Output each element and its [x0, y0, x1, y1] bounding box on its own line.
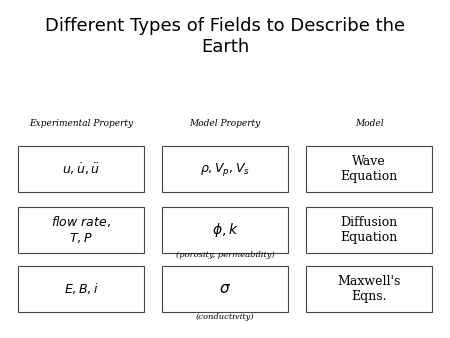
FancyBboxPatch shape: [162, 146, 288, 192]
Text: (porosity, permeability): (porosity, permeability): [176, 251, 274, 259]
FancyBboxPatch shape: [306, 207, 432, 253]
Text: $\sigma$: $\sigma$: [219, 282, 231, 296]
Text: Maxwell's
Eqns.: Maxwell's Eqns.: [338, 275, 400, 303]
Text: Wave
Equation: Wave Equation: [340, 155, 398, 183]
Text: $\mathit{flow\ rate,}$
$\mathit{T, P}$: $\mathit{flow\ rate,}$ $\mathit{T, P}$: [51, 214, 111, 245]
Text: Model: Model: [355, 119, 383, 128]
Text: $\rho, V_p, V_s$: $\rho, V_p, V_s$: [200, 161, 250, 177]
Text: $\phi, k$: $\phi, k$: [212, 221, 239, 239]
Text: (conductivity): (conductivity): [196, 313, 254, 321]
FancyBboxPatch shape: [306, 146, 432, 192]
Text: Different Types of Fields to Describe the
Earth: Different Types of Fields to Describe th…: [45, 17, 405, 56]
Text: Diffusion
Equation: Diffusion Equation: [340, 216, 398, 244]
FancyBboxPatch shape: [18, 207, 144, 253]
FancyBboxPatch shape: [18, 266, 144, 312]
Text: Experimental Property: Experimental Property: [29, 119, 133, 128]
FancyBboxPatch shape: [306, 266, 432, 312]
FancyBboxPatch shape: [162, 266, 288, 312]
FancyBboxPatch shape: [18, 146, 144, 192]
FancyBboxPatch shape: [162, 207, 288, 253]
Text: $u, \dot{u}, \ddot{u}$: $u, \dot{u}, \ddot{u}$: [62, 161, 100, 177]
Text: Model Property: Model Property: [189, 119, 261, 128]
Text: $E, B, i$: $E, B, i$: [63, 282, 99, 296]
